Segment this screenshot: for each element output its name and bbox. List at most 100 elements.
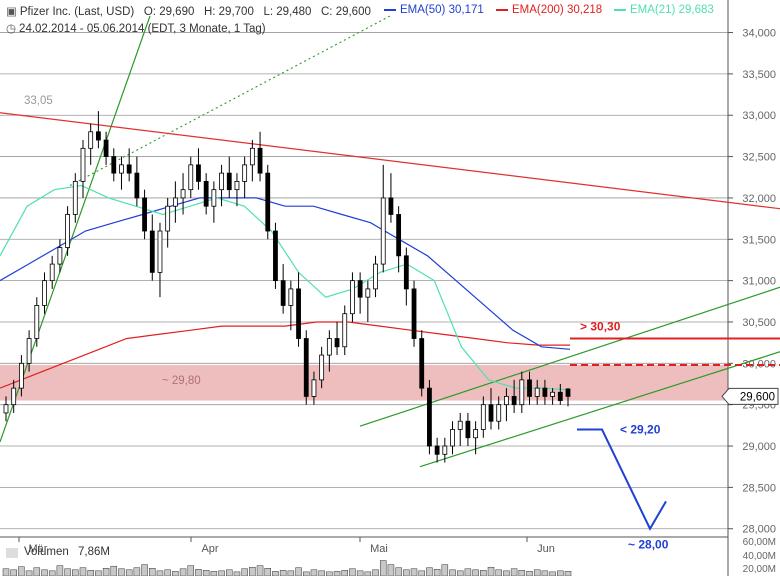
- volume-bar: [72, 569, 79, 577]
- ema50-line: [0, 197, 571, 350]
- downtrend-line: [0, 112, 780, 210]
- y-tick-label: 33,500: [742, 69, 776, 81]
- y-tick-label: 28,000: [742, 524, 776, 536]
- legend-ema200[interactable]: EMA(200) 30,218: [496, 4, 602, 16]
- legend-ema21[interactable]: EMA(21) 29,683: [614, 4, 714, 16]
- candle: [203, 180, 209, 207]
- volume-bar: [264, 568, 272, 577]
- projection-path: [577, 428, 667, 531]
- instrument-info: ▣ Pfizer Inc. (Last, USD) O: 29,690 H: 29…: [6, 4, 371, 18]
- legend-swatch: [384, 8, 396, 11]
- candle: [88, 131, 94, 149]
- volume-bar: [149, 568, 156, 577]
- last-price-tag: [721, 387, 779, 405]
- volume-bar: [141, 564, 148, 577]
- candle: [103, 139, 109, 157]
- volume-bar: [433, 569, 441, 577]
- candle: [434, 445, 440, 455]
- zone-label: ~ 29,80: [162, 375, 201, 387]
- candle: [188, 164, 194, 191]
- candle: [303, 338, 309, 397]
- volume-bar: [156, 570, 164, 577]
- candle: [119, 164, 124, 174]
- volume-bar: [172, 571, 179, 577]
- volume-bar: [279, 570, 287, 577]
- candle: [242, 164, 248, 182]
- volume-icon: [6, 548, 18, 558]
- volume-bar: [295, 567, 302, 577]
- candle: [419, 338, 425, 389]
- candle: [26, 338, 32, 364]
- channel-lower: [419, 351, 780, 468]
- resistance-zone: [0, 364, 728, 401]
- volume-bar: [441, 564, 449, 577]
- candle: [95, 131, 101, 141]
- volume-bar: [395, 567, 402, 577]
- candle: [396, 214, 402, 257]
- x-tick-label: Mai: [370, 543, 388, 555]
- candle: [534, 387, 540, 397]
- candle: [257, 147, 263, 174]
- candle: [134, 172, 140, 199]
- volume-bar: [210, 571, 218, 577]
- candle: [226, 172, 232, 191]
- legend-swatch: [614, 8, 626, 11]
- period-info: ◷ 24.02.2014 - 05.06.2014 (EDT, 3 Monate,…: [6, 21, 266, 35]
- candle: [457, 420, 463, 430]
- candle: [450, 429, 455, 447]
- volume-bar: [241, 568, 248, 577]
- volume-bar: [272, 571, 279, 577]
- volume-bar: [56, 565, 64, 577]
- volume-bar: [410, 568, 418, 577]
- volume-bar: [133, 567, 141, 577]
- candle: [111, 156, 117, 174]
- trend-line-dotted: [69, 15, 391, 187]
- volume-bar: [195, 569, 202, 577]
- volume-bar: [287, 570, 295, 577]
- volume-bar: [125, 569, 133, 577]
- volume-bar: [449, 569, 456, 577]
- candle: [480, 404, 486, 430]
- volume-bar: [518, 570, 526, 577]
- volume-bar: [480, 570, 487, 577]
- candle: [196, 164, 201, 182]
- target-label: ~ 28,00: [628, 538, 669, 552]
- volume-value: 7,86M: [78, 546, 110, 558]
- candle: [319, 354, 325, 381]
- candle: [527, 379, 532, 397]
- candle: [334, 338, 340, 348]
- clock-icon: ◷: [6, 23, 17, 35]
- volume-bar: [364, 571, 372, 577]
- y-tick-label: 30,500: [742, 317, 776, 329]
- volume-bar: [202, 570, 210, 577]
- open-value: O: 29,690: [143, 6, 195, 18]
- volume-bar: [418, 570, 425, 577]
- volume-tick-label: 40,00M: [743, 551, 776, 562]
- candle: [342, 313, 348, 348]
- candle: [11, 387, 17, 406]
- legend-ema50[interactable]: EMA(50) 30,171: [384, 4, 484, 16]
- volume-bar: [87, 570, 94, 577]
- volume-tick-label: 60,00M: [743, 537, 776, 548]
- volume-bar: [10, 569, 17, 577]
- volume-bar: [503, 570, 510, 577]
- candle: [126, 164, 132, 174]
- candle: [49, 263, 55, 282]
- volume-bar: [249, 566, 256, 577]
- candle: [350, 280, 355, 315]
- y-tick-label: 31,000: [742, 276, 776, 288]
- volume-bar: [333, 571, 341, 577]
- volume-bar: [472, 569, 479, 577]
- volume-bar: [187, 565, 195, 577]
- volume-bar: [310, 569, 318, 577]
- volume-bar: [349, 568, 356, 577]
- volume-bar: [79, 567, 87, 577]
- y-tick-label: 29,000: [742, 441, 776, 453]
- volume-bar: [226, 569, 233, 577]
- period-text: 24.02.2014 - 05.06.2014 (EDT, 3 Monate, …: [19, 23, 266, 35]
- trend-line-up: [0, 15, 151, 443]
- candle: [234, 180, 240, 191]
- volume-bar: [326, 571, 333, 577]
- low-value: L: 29,480: [263, 6, 312, 18]
- volume-bar: [372, 569, 379, 577]
